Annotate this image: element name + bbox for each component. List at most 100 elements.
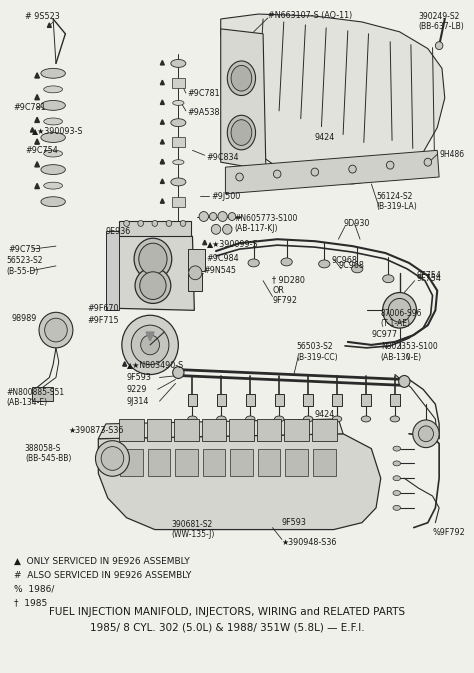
FancyBboxPatch shape (332, 394, 342, 406)
Ellipse shape (44, 182, 63, 189)
Ellipse shape (231, 120, 252, 145)
Circle shape (95, 441, 129, 476)
Text: 9C968: 9C968 (338, 261, 365, 271)
Ellipse shape (188, 416, 197, 422)
Polygon shape (47, 23, 51, 28)
Polygon shape (160, 139, 164, 144)
Text: 56124-S2
(B-319-LA): 56124-S2 (B-319-LA) (376, 192, 417, 211)
Text: 9C968: 9C968 (332, 256, 358, 265)
Circle shape (101, 447, 124, 470)
Polygon shape (160, 100, 164, 104)
Circle shape (399, 376, 410, 388)
Polygon shape (35, 94, 39, 100)
Text: #9C753: #9C753 (9, 244, 42, 254)
FancyBboxPatch shape (188, 249, 205, 271)
Circle shape (236, 173, 243, 181)
Text: #N663107-S (AQ-11): #N663107-S (AQ-11) (268, 11, 352, 20)
Text: 9F754: 9F754 (417, 271, 441, 280)
Text: ▲★N803490-S: ▲★N803490-S (127, 360, 184, 369)
Text: 9E936: 9E936 (106, 227, 131, 236)
Circle shape (413, 420, 439, 448)
Text: #9F670: #9F670 (87, 304, 118, 313)
Ellipse shape (390, 416, 400, 422)
Polygon shape (30, 128, 35, 132)
Circle shape (45, 318, 67, 342)
Ellipse shape (246, 416, 255, 422)
Text: #9N545: #9N545 (204, 267, 237, 275)
Text: 9424: 9424 (315, 133, 335, 142)
Text: 87006-S96
(T-1-AE): 87006-S96 (T-1-AE) (381, 308, 422, 328)
Ellipse shape (393, 446, 401, 451)
Text: #9C781: #9C781 (188, 89, 220, 98)
Ellipse shape (393, 505, 401, 510)
Circle shape (131, 325, 169, 365)
Circle shape (199, 211, 209, 221)
FancyBboxPatch shape (312, 419, 337, 441)
Polygon shape (160, 179, 164, 184)
FancyBboxPatch shape (390, 394, 400, 406)
Text: 9D930: 9D930 (343, 219, 369, 228)
Text: 388058-S
(BB-545-BB): 388058-S (BB-545-BB) (25, 444, 71, 463)
Text: #9A538: #9A538 (188, 108, 220, 117)
Text: N802353-S100
(AB-130-E): N802353-S100 (AB-130-E) (381, 342, 438, 361)
Ellipse shape (41, 165, 65, 174)
FancyBboxPatch shape (303, 394, 313, 406)
Ellipse shape (228, 61, 255, 96)
Polygon shape (160, 120, 164, 124)
Polygon shape (160, 199, 164, 203)
Polygon shape (203, 240, 207, 245)
Ellipse shape (383, 275, 394, 283)
FancyBboxPatch shape (285, 449, 308, 476)
Text: %9F792: %9F792 (433, 528, 465, 537)
Ellipse shape (361, 416, 371, 422)
Ellipse shape (41, 69, 65, 78)
Ellipse shape (217, 416, 226, 422)
FancyBboxPatch shape (284, 419, 309, 441)
Text: 390249-S2
(BB-637-LB): 390249-S2 (BB-637-LB) (419, 12, 464, 32)
Text: 9424: 9424 (315, 410, 335, 419)
Ellipse shape (171, 59, 186, 67)
Circle shape (166, 221, 172, 226)
Circle shape (388, 299, 411, 322)
Ellipse shape (134, 238, 172, 280)
FancyBboxPatch shape (188, 273, 202, 291)
Circle shape (223, 224, 232, 234)
Text: 9F754: 9F754 (417, 274, 441, 283)
Ellipse shape (393, 461, 401, 466)
Polygon shape (35, 184, 39, 188)
Polygon shape (119, 221, 191, 236)
FancyBboxPatch shape (246, 394, 255, 406)
Circle shape (218, 211, 228, 221)
Polygon shape (117, 232, 194, 310)
Ellipse shape (332, 416, 342, 422)
Polygon shape (146, 332, 154, 341)
Polygon shape (35, 162, 39, 167)
Ellipse shape (44, 118, 63, 125)
Ellipse shape (44, 150, 63, 157)
Polygon shape (226, 150, 439, 194)
Text: 1985/ 8 CYL. 302 (5.0L) & 1988/ 351W (5.8L) — E.F.I.: 1985/ 8 CYL. 302 (5.0L) & 1988/ 351W (5.… (90, 623, 365, 633)
Circle shape (141, 335, 160, 355)
FancyBboxPatch shape (32, 388, 53, 401)
Ellipse shape (171, 118, 186, 127)
FancyBboxPatch shape (203, 449, 225, 476)
Text: ▲★390099-S: ▲★390099-S (207, 239, 258, 248)
Text: ▲★390093-S: ▲★390093-S (32, 126, 84, 135)
Text: #9F715: #9F715 (87, 316, 118, 324)
Text: # 9S523: # 9S523 (25, 11, 60, 20)
Circle shape (386, 162, 394, 169)
FancyBboxPatch shape (119, 419, 144, 441)
Circle shape (152, 221, 158, 226)
Text: FUEL INJECTION MANIFOLD, INJECTORS, WIRING and RELATED PARTS: FUEL INJECTION MANIFOLD, INJECTORS, WIRI… (49, 606, 405, 616)
Polygon shape (106, 232, 119, 310)
Polygon shape (35, 73, 39, 78)
Ellipse shape (140, 272, 166, 299)
Polygon shape (98, 434, 381, 530)
FancyBboxPatch shape (175, 449, 198, 476)
Text: ★390948-S36: ★390948-S36 (282, 538, 337, 547)
Ellipse shape (173, 160, 184, 165)
Circle shape (228, 213, 236, 221)
Text: #9C834: #9C834 (207, 153, 239, 162)
FancyBboxPatch shape (172, 137, 185, 147)
Text: †  1985: † 1985 (14, 599, 47, 608)
